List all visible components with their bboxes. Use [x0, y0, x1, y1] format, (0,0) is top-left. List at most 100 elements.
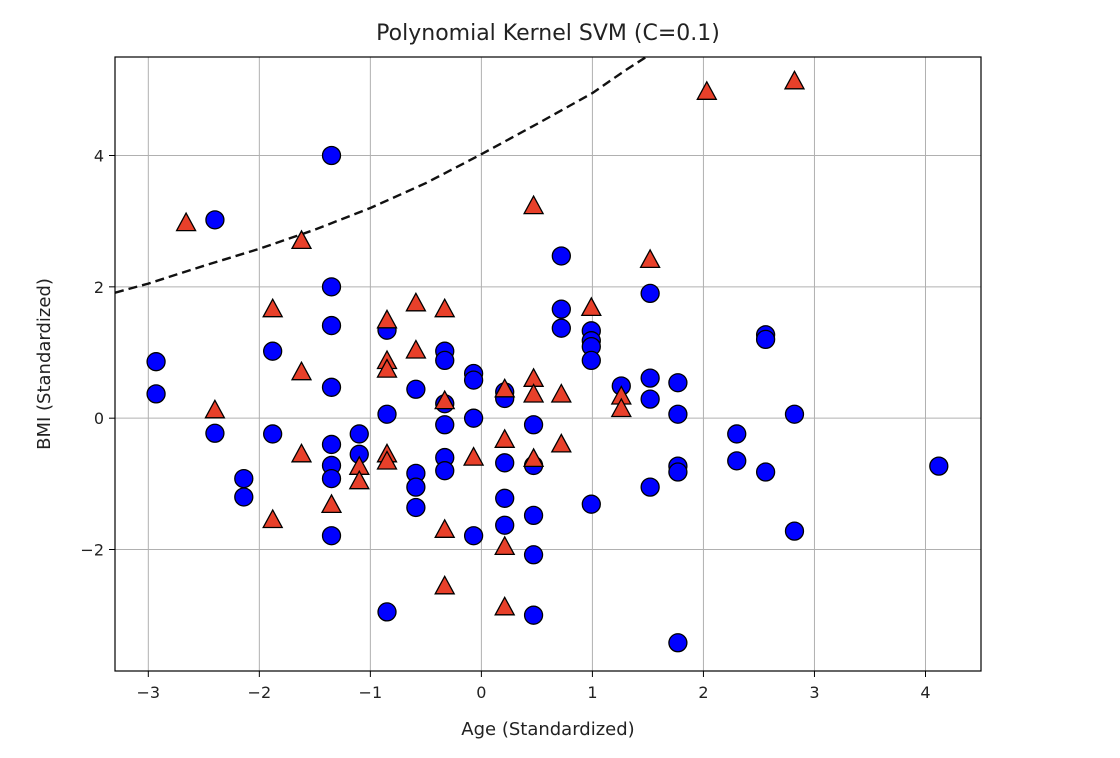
- circle-point: [495, 515, 515, 535]
- circle-point: [377, 404, 397, 424]
- triangle-point: [494, 428, 516, 448]
- circle-point: [435, 415, 455, 435]
- decision-boundary-line: [115, 57, 649, 294]
- circle-point: [321, 277, 342, 297]
- axis-ticks: −3 −2 −1 0 1 2 3 4 −2 0 2 4: [80, 147, 930, 702]
- triangle-point: [550, 433, 572, 453]
- circle-point: [377, 602, 397, 622]
- circle-point: [523, 415, 544, 435]
- triangle-point: [348, 469, 370, 490]
- triangle-point: [550, 383, 572, 403]
- y-tick-label: 0: [94, 409, 104, 428]
- plot-area: [115, 57, 981, 671]
- triangle-point: [639, 248, 661, 269]
- triangle-point: [262, 508, 284, 529]
- circle-point: [463, 370, 484, 390]
- circle-point: [551, 318, 571, 338]
- triangle-point: [405, 339, 427, 359]
- circle-point: [349, 424, 369, 444]
- triangle-point: [376, 308, 398, 329]
- circle-point: [727, 451, 747, 471]
- circle-point: [755, 329, 776, 350]
- circle-point: [551, 299, 571, 319]
- circle-point: [205, 423, 225, 443]
- triangle-point: [376, 450, 398, 470]
- circle-point: [727, 424, 747, 444]
- circle-point: [321, 377, 342, 397]
- triangle-point: [405, 291, 427, 312]
- triangle-point: [523, 383, 545, 403]
- circle-point: [640, 389, 660, 409]
- triangle-point: [463, 446, 485, 466]
- circle-point: [463, 408, 484, 428]
- circle-point: [321, 468, 342, 489]
- circle-point: [784, 521, 805, 541]
- y-tick-label: 4: [94, 147, 104, 166]
- circle-point: [463, 526, 484, 546]
- triangle-point: [434, 518, 456, 538]
- circle-point: [321, 434, 342, 455]
- chart-title: Polynomial Kernel SVM (C=0.1): [376, 21, 720, 46]
- triangle-point: [290, 229, 313, 250]
- circle-point: [523, 545, 544, 565]
- triangle-point: [434, 297, 456, 318]
- triangle-point: [523, 194, 545, 215]
- circle-point: [551, 246, 571, 266]
- triangle-point: [376, 358, 398, 378]
- triangle-point: [610, 397, 632, 418]
- circle-point: [523, 505, 544, 526]
- circle-point: [263, 341, 283, 361]
- x-tick-label: −2: [248, 683, 272, 702]
- x-tick-label: −1: [359, 683, 383, 702]
- circle-point: [495, 488, 515, 508]
- circle-point: [581, 494, 601, 514]
- triangle-point: [290, 442, 313, 463]
- circle-point: [784, 404, 805, 424]
- circle-point: [205, 210, 225, 230]
- triangle-point: [494, 377, 516, 398]
- triangle-point: [696, 80, 718, 100]
- circle-point: [321, 526, 342, 546]
- triangle-point: [290, 360, 313, 381]
- circle-point: [435, 461, 455, 481]
- x-tick-label: 1: [587, 683, 597, 702]
- circle-point: [640, 368, 660, 388]
- triangle-point: [494, 595, 516, 616]
- circle-point: [263, 424, 283, 444]
- triangle-point: [434, 574, 456, 595]
- circle-point: [668, 462, 688, 482]
- circle-point: [321, 315, 342, 336]
- circle-point: [406, 477, 426, 497]
- circle-point: [234, 468, 254, 489]
- triangle-point: [523, 447, 545, 468]
- circle-point: [321, 145, 342, 166]
- circle-point: [755, 462, 776, 482]
- triangle-point: [320, 493, 343, 514]
- x-tick-label: 4: [920, 683, 930, 702]
- circle-point: [406, 379, 426, 399]
- circle-point: [640, 283, 660, 304]
- circle-point: [146, 384, 166, 404]
- triangle-point: [434, 389, 456, 410]
- triangle-point: [494, 535, 516, 556]
- x-axis-label: Age (Standardized): [461, 719, 634, 740]
- circle-point: [668, 404, 688, 424]
- decision-boundary: [115, 57, 649, 294]
- circle-point: [146, 352, 166, 372]
- x-tick-label: 2: [698, 683, 708, 702]
- circle-point: [523, 605, 544, 625]
- y-tick-label: 2: [94, 278, 104, 297]
- triangle-point: [783, 69, 806, 90]
- circle-point: [581, 350, 601, 371]
- circle-point: [435, 350, 455, 371]
- x-tick-label: 3: [809, 683, 819, 702]
- x-tick-label: −3: [137, 683, 161, 702]
- circle-point: [929, 456, 949, 476]
- triangle-point: [580, 296, 602, 317]
- x-tick-label: 0: [476, 683, 486, 702]
- circle-point: [640, 477, 660, 497]
- plot-frame: [114, 56, 982, 672]
- y-tick-label: −2: [80, 541, 104, 560]
- data-points: [146, 69, 949, 653]
